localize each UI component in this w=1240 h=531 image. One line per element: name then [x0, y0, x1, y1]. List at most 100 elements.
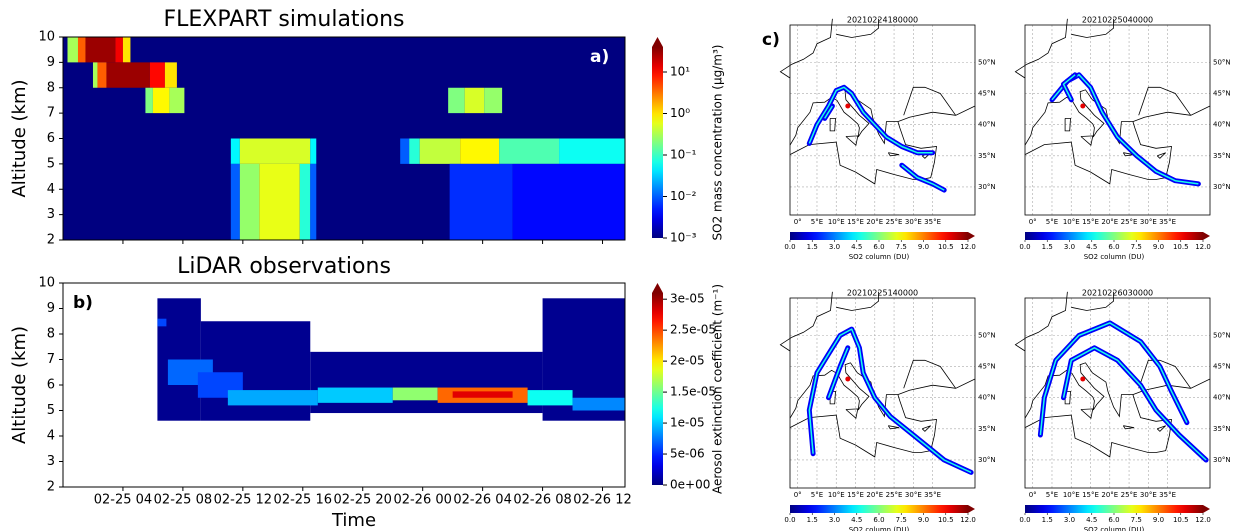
map-lon-label: 10°E: [1063, 491, 1080, 499]
colorbar-label: SO2 column (DU): [849, 526, 910, 531]
coastline: [1138, 359, 1192, 389]
so2-hotspot: [1080, 103, 1086, 109]
map-lat-label: 40°N: [1213, 394, 1231, 402]
colorbar-tick-label: 9.0: [918, 516, 929, 524]
x-tick-label: 02-26 00: [393, 493, 451, 508]
map-lon-label: 30°E: [1140, 218, 1157, 226]
map-frame: [789, 24, 976, 216]
map-title: 20210225140000: [847, 289, 918, 298]
colorbar-extend: [968, 232, 975, 240]
coastline: [1064, 118, 1071, 132]
colorbar-tick-label: 4.5: [1086, 516, 1097, 524]
coastline: [1156, 152, 1166, 159]
map-lon-label: 5°E: [811, 218, 823, 226]
map-lat-label: 40°N: [978, 121, 996, 129]
so2-plume-core: [901, 164, 945, 191]
y-axis-label: Altitude (km): [9, 326, 30, 444]
heat-cell: [149, 62, 165, 88]
heat-cell: [97, 62, 107, 88]
colorbar-tick-label: 1.5: [1042, 243, 1053, 251]
colorbar: [790, 232, 968, 240]
coastline: [779, 291, 833, 352]
map-lat-label: 35°N: [1213, 425, 1231, 433]
colorbar-tick-label: 6.0: [873, 516, 884, 524]
map-lat-label: 50°N: [1213, 331, 1231, 339]
colorbar-tick-label: 10.5: [938, 243, 954, 251]
colorbar: [652, 47, 663, 238]
colorbar-tick-label: 3e-05: [670, 292, 705, 306]
map-lon-label: 5°E: [811, 491, 823, 499]
colorbar: [1025, 232, 1203, 240]
map-lon-label: 30°E: [1140, 491, 1157, 499]
x-tick-label: 02-26 04: [453, 493, 511, 508]
map-lat-label: 50°N: [978, 58, 996, 66]
colorbar-tick-label: 1e-05: [670, 416, 705, 430]
heat-cell: [85, 37, 116, 63]
colorbar-tick-label: 12.0: [1195, 516, 1211, 524]
heat-cell: [67, 37, 78, 63]
y-tick-label: 3: [47, 454, 55, 469]
coastline: [1014, 291, 1068, 352]
coastline: [903, 86, 957, 116]
heat-cell: [299, 163, 311, 240]
coastline: [829, 390, 836, 405]
colorbar-tick-label: 10⁰: [670, 106, 690, 120]
colorbar-tick-label: 3.0: [1064, 243, 1075, 251]
colorbar-tick-label: 10⁻²: [670, 189, 697, 203]
map-lat-label: 45°N: [978, 90, 996, 98]
colorbar-tick-label: 0.0: [1019, 516, 1030, 524]
map-lon-label: 25°E: [1121, 491, 1138, 499]
colorbar-extend: [1203, 232, 1210, 240]
map-frame: [1024, 24, 1211, 216]
map: 0° 5°E 10°E 15°E 20°E 25°E 30°E 35°E 30°N 35°N 40°…: [779, 16, 996, 261]
colorbar: [790, 505, 968, 513]
map-lat-label: 35°N: [1213, 152, 1231, 160]
colorbar-tick-label: 2.5e-05: [670, 323, 716, 337]
coastline: [845, 135, 859, 146]
colorbar-tick-label: 1.5: [1042, 516, 1053, 524]
colorbar-tick-label: 1.5e-05: [670, 385, 716, 399]
heat-cell: [392, 387, 438, 401]
map-lon-label: 30°E: [905, 218, 922, 226]
map-lon-label: 35°E: [1159, 491, 1176, 499]
colorbar-extend: [1203, 505, 1210, 513]
colorbar-extend: [652, 283, 663, 293]
map-lon-label: 10°E: [1063, 218, 1080, 226]
so2-plume-core: [824, 105, 834, 119]
map-title: 20210224180000: [847, 16, 918, 25]
coastline: [921, 425, 931, 432]
y-tick-label: 2: [47, 480, 55, 495]
colorbar-tick-label: 10.5: [1173, 516, 1189, 524]
so2-hotspot: [845, 103, 851, 109]
heat-cell: [572, 397, 625, 411]
colorbar-tick-label: 9.0: [1153, 516, 1164, 524]
coastline: [1138, 86, 1192, 116]
map-lat-label: 30°N: [978, 183, 996, 191]
y-tick-label: 8: [47, 327, 55, 342]
heat-cell: [145, 87, 153, 114]
coastline: [789, 105, 976, 185]
map-title: 20210225040000: [1082, 16, 1153, 25]
colorbar-label: Aerosol extinction coefficient (m⁻¹): [711, 284, 725, 494]
map-frame: [789, 297, 976, 489]
heat-cell: [230, 163, 240, 240]
heat-cell: [106, 62, 150, 88]
colorbar-tick-label: 6.0: [1108, 516, 1119, 524]
heat-cell: [512, 163, 625, 240]
colorbar-tick-label: 10¹: [670, 64, 690, 78]
colorbar: [652, 293, 663, 485]
colorbar-tick-label: 0.0: [1019, 243, 1030, 251]
x-tick-label: 02-26 08: [513, 493, 571, 508]
y-tick-label: 10: [38, 30, 55, 45]
heat-cell: [227, 390, 318, 406]
coastline: [789, 89, 898, 146]
colorbar-label: SO2 column (DU): [849, 253, 910, 261]
chart-title: FLEXPART simulations: [163, 7, 404, 32]
y-tick-label: 3: [47, 207, 55, 222]
map-lon-label: 30°E: [905, 491, 922, 499]
colorbar-tick-label: 6.0: [1108, 243, 1119, 251]
map-lat-label: 35°N: [978, 425, 996, 433]
map-lat-label: 40°N: [1213, 121, 1231, 129]
y-tick-label: 6: [47, 131, 55, 146]
